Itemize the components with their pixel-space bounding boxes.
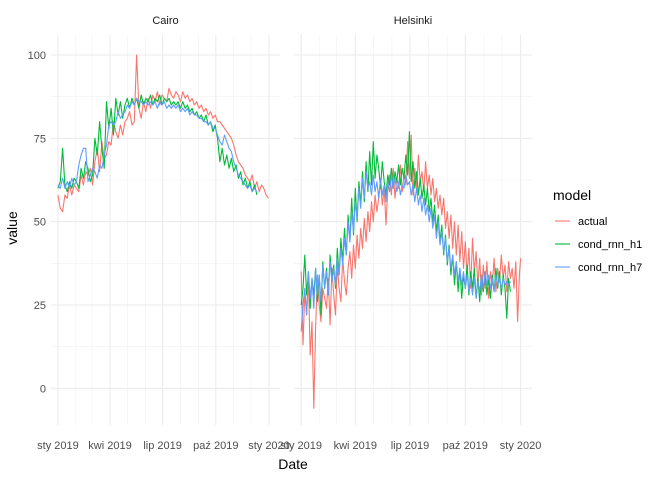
series-line-cairo-actual [57,54,269,213]
x-tick-label: paź 2019 [443,440,488,452]
y-tick-label: 100 [28,50,46,62]
x-tick-label: lip 2019 [143,440,182,452]
x-tick-label: paź 2019 [193,440,238,452]
series-line-cairo-cond-rnn-h7 [57,97,258,193]
x-axis-title: Date [278,456,308,472]
y-tick-label: 50 [34,217,46,229]
chart-panels: Cairo sty 2019 kwi 2019 lip 2019 paź 2019 sty… [28,15,542,452]
y-tick-label: 0 [40,383,46,395]
legend-label-actual: actual [578,216,607,228]
x-tick-label: sty 2020 [248,440,290,452]
panel-helsinki: Helsinki sty 2019 kwi 2019 lip 2019 paź 2019… [280,15,541,452]
series-line-helsinki-cond-rnn-h7 [300,171,511,332]
x-tick-label: kwi 2019 [88,440,131,452]
panel-cairo: Cairo sty 2019 kwi 2019 lip 2019 paź 2019 sty… [28,15,290,452]
y-axis-title: value [4,211,20,245]
x-tick-label: sty 2020 [500,440,542,452]
x-tick-label: sty 2019 [280,440,322,452]
legend-item-cond-rnn-h1: cond_rnn_h1 [555,239,642,251]
x-tick-label: lip 2019 [391,440,430,452]
strip-label-helsinki: Helsinki [394,15,433,27]
legend-label-cond-rnn-h7: cond_rnn_h7 [578,262,642,274]
legend-title: model [553,187,591,203]
strip-label-cairo: Cairo [152,15,178,27]
x-tick-label: sty 2019 [37,440,79,452]
series-line-cairo-cond-rnn-h1 [57,94,258,196]
y-tick-label: 25 [34,300,46,312]
legend: model actual cond_rnn_h1 cond_rnn_h7 [553,187,642,274]
legend-item-actual: actual [555,216,607,228]
legend-label-cond-rnn-h1: cond_rnn_h1 [578,239,642,251]
legend-item-cond-rnn-h7: cond_rnn_h7 [555,262,642,274]
x-tick-label: kwi 2019 [334,440,377,452]
y-tick-label: 75 [34,133,46,145]
